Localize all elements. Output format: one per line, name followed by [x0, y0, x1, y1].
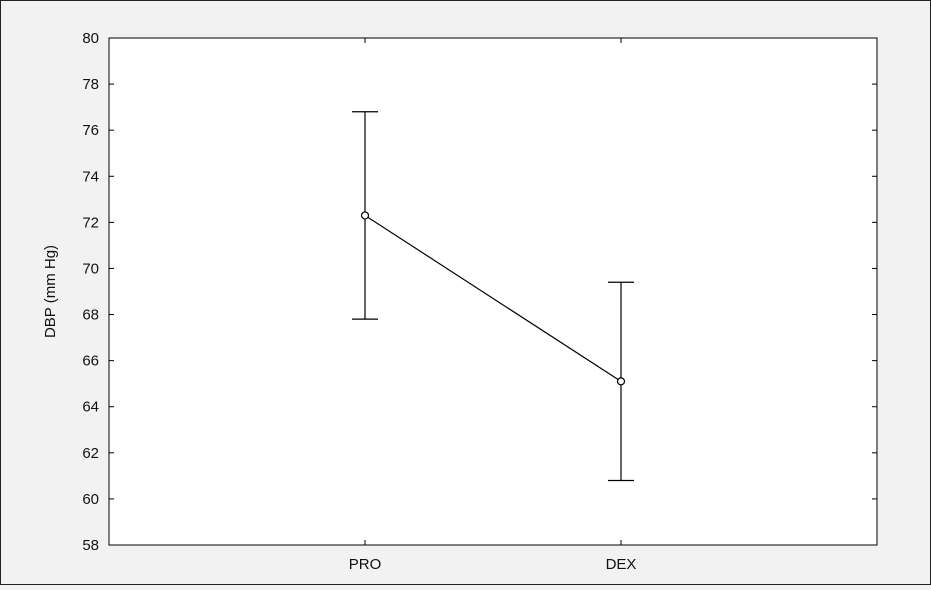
series-line [364, 214, 622, 382]
y-tick-label: 58 [82, 537, 99, 554]
x-axis: PRO DEX [349, 38, 637, 573]
x-tick-label: DEX [606, 556, 637, 573]
y-tick-label: 70 [82, 260, 99, 277]
y-tick-label: 68 [82, 307, 99, 324]
y-axis-label: DBP (mm Hg) [42, 245, 59, 338]
y-tick-label: 62 [82, 445, 99, 462]
series-layer [352, 111, 634, 482]
y-tick-label: 72 [82, 214, 99, 231]
y-tick-label: 78 [82, 76, 99, 93]
data-point [360, 211, 370, 220]
y-tick-label: 64 [82, 399, 99, 416]
plot-area [108, 37, 878, 546]
y-axis: 58 60 62 64 66 68 70 72 74 76 78 80 [82, 30, 877, 554]
x-tick-label: PRO [349, 556, 382, 573]
y-tick-label: 80 [82, 30, 99, 47]
y-tick-label: 74 [82, 168, 99, 185]
y-tick-label: 66 [82, 353, 99, 370]
y-tick-label: 60 [82, 491, 99, 508]
y-tick-label: 76 [82, 122, 99, 139]
data-point [616, 377, 626, 386]
